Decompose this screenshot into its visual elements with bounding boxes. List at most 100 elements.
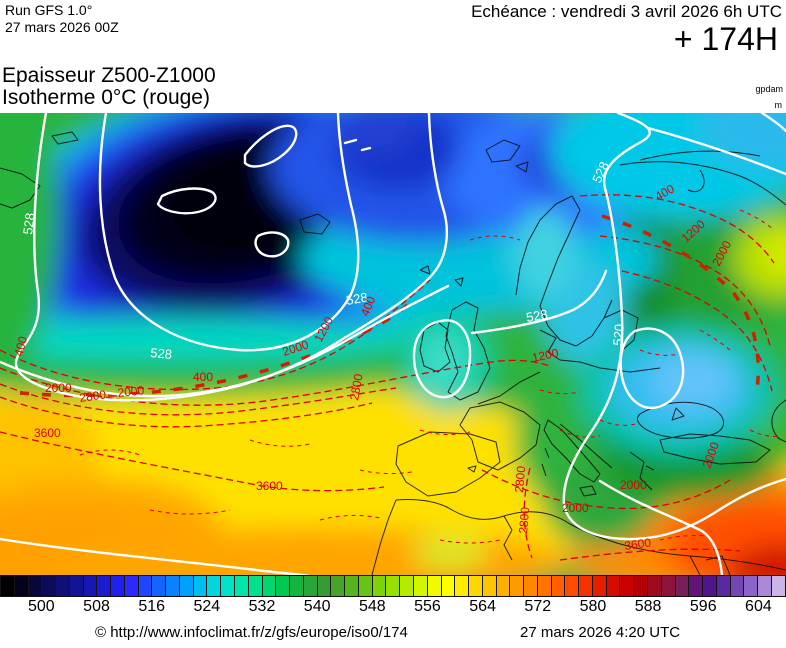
colorbar-cell (138, 576, 153, 596)
colorbar-cell (290, 576, 304, 596)
colorbar-cell (647, 576, 662, 596)
colorbar-cell (716, 576, 731, 596)
colorbar-tick-label: 596 (689, 598, 717, 615)
colorbar-cell (235, 576, 249, 596)
thickness-label: 520 (610, 323, 627, 346)
isotherm-label: 2000 (117, 383, 145, 400)
colorbar-cell (758, 576, 772, 596)
colorbar-cell (193, 576, 208, 596)
isotherm-hatch-band (19, 214, 761, 398)
colorbar-tick-label: 580 (579, 598, 607, 615)
colorbar-tick-label: 572 (524, 598, 552, 615)
colorbar-tick-label: 604 (745, 598, 772, 615)
color-scale-bar (0, 575, 786, 597)
isotherm-label: 2800 (347, 372, 365, 401)
colorbar-cell (469, 576, 483, 596)
isotherm-label: 2800 (516, 506, 532, 534)
colorbar-cell (524, 576, 538, 596)
colorbar-cell (771, 576, 786, 596)
thickness-label: 528 (345, 289, 369, 308)
colorbar-tick-label: 508 (83, 598, 110, 615)
colorbar-cell (14, 576, 29, 596)
colorbar-cell (221, 576, 236, 596)
isotherm-label: 2800 (78, 387, 107, 405)
isotherm-label: 3600 (256, 479, 283, 493)
colorbar-cell (661, 576, 676, 596)
colorbar-cell (262, 576, 277, 596)
isotherm-minor-dashes (79, 209, 781, 544)
colorbar-cell (413, 576, 428, 596)
colorbar-cell (331, 576, 346, 596)
colorbar-tick-label: 500 (28, 598, 55, 615)
colorbar-cell (565, 576, 580, 596)
thickness-label: 528 (20, 212, 38, 235)
colorbar-cell (179, 576, 194, 596)
colorbar-tick-label: 524 (193, 598, 221, 615)
colorbar-cell (386, 576, 401, 596)
coastlines (0, 131, 786, 575)
colorbar-tick-label: 548 (358, 598, 386, 615)
colorbar-cell (579, 576, 593, 596)
unit-gpdam-label: gpdam (755, 84, 783, 94)
model-run-date: 27 mars 2026 00Z (5, 19, 119, 35)
colorbar-cell (345, 576, 359, 596)
colorbar-tick-label: 532 (248, 598, 276, 615)
colorbar-cell (744, 576, 759, 596)
generation-datetime: 27 mars 2026 4:20 UTC (520, 624, 681, 641)
colorbar-tick-label: 556 (414, 598, 441, 615)
colorbar-cell (510, 576, 525, 596)
isotherm-label: 2000 (562, 501, 589, 515)
thickness-label: 528 (525, 306, 549, 325)
colorbar-cell (620, 576, 635, 596)
colorbar-cell (358, 576, 373, 596)
colorbar-cell (276, 576, 291, 596)
colorbar-cell (730, 576, 745, 596)
colorbar-cell (111, 576, 125, 596)
colorbar-tick-label: 588 (634, 598, 662, 615)
valid-time-label: Echéance : vendredi 3 avril 2026 6h UTC (471, 2, 782, 21)
thickness-contours (0, 113, 786, 575)
colorbar-cell (0, 576, 15, 596)
colorbar-tick-label: 564 (469, 598, 496, 615)
colorbar-cell (537, 576, 552, 596)
colorbar-cell (427, 576, 442, 596)
colorbar-cell (372, 576, 387, 596)
isotherm-label: 3600 (34, 426, 61, 440)
copyright-url: © http://www.infoclimat.fr/z/gfs/europe/… (95, 624, 408, 641)
colorbar-cell (303, 576, 318, 596)
colorbar-cell (482, 576, 497, 596)
isotherm-label: 3600 (623, 535, 652, 553)
isotherm-label: 2000 (620, 478, 647, 492)
parameter-subtitle: Isotherme 0°C (rouge) (2, 86, 210, 109)
colorbar-cell (703, 576, 717, 596)
colorbar-cell (400, 576, 414, 596)
colorbar-cell (496, 576, 511, 596)
colorbar-cell (634, 576, 648, 596)
colorbar-cell (441, 576, 456, 596)
colorbar-cell (124, 576, 139, 596)
colorbar-cell (83, 576, 98, 596)
colorbar-cell (248, 576, 263, 596)
colorbar-tick-label: 516 (138, 598, 166, 615)
thickness-label: 528 (150, 345, 173, 362)
colorbar-cell (97, 576, 112, 596)
isotherm-label: 1200 (531, 346, 560, 365)
colorbar-cell (56, 576, 70, 596)
colorbar-cell (689, 576, 704, 596)
colorbar-cell (166, 576, 180, 596)
unit-m-label: m (774, 100, 783, 110)
colorbar-cell (207, 576, 222, 596)
colorbar-tick-label: 540 (303, 598, 331, 615)
colorbar-cell (42, 576, 57, 596)
colorbar-cell (317, 576, 332, 596)
isotherm-label: 2800 (512, 465, 528, 493)
colorbar-cell (152, 576, 167, 596)
isotherm-contours (0, 194, 775, 561)
colorbar-cell (606, 576, 621, 596)
isotherm-label: 400 (193, 370, 213, 384)
lead-time-label: + 174H (673, 21, 778, 57)
